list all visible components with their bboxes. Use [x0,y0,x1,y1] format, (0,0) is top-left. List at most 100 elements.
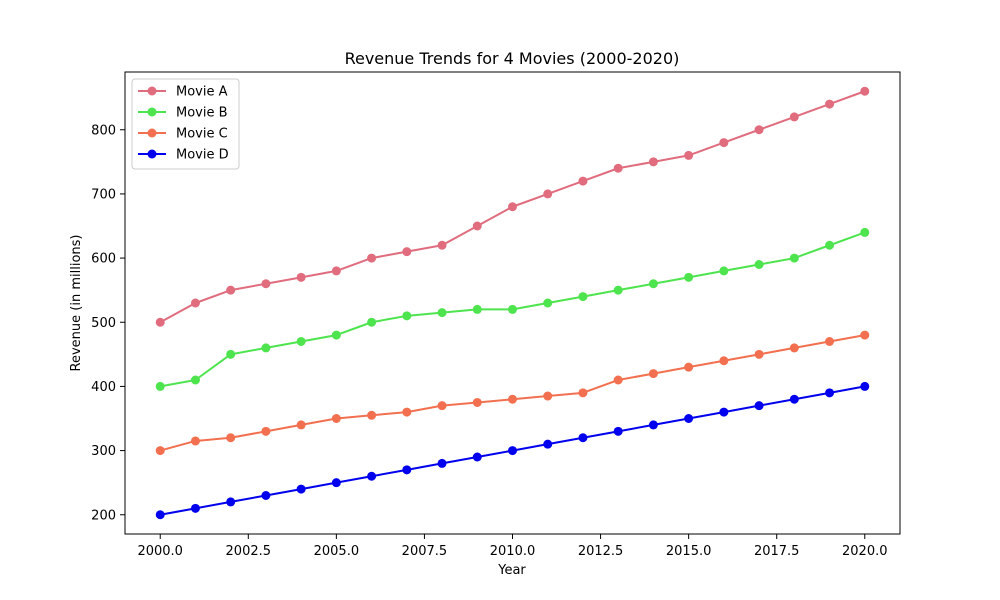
data-point [578,292,588,302]
data-point [331,266,341,276]
data-point [508,394,517,404]
data-point [578,433,588,443]
data-point [190,503,200,513]
y-tick-label: 200 [91,508,116,523]
data-point [719,138,729,148]
data-point [613,285,623,295]
data-point [437,240,447,250]
legend-label: Movie B [176,106,228,121]
data-point [190,436,200,446]
data-point [684,362,694,372]
data-point [472,221,482,231]
data-point [226,285,236,295]
data-point [648,157,658,167]
y-axis-label: Revenue (in millions) [69,235,84,372]
y-tick-label: 400 [91,380,116,395]
data-point [226,497,236,507]
data-point [508,446,517,456]
data-point [190,298,200,308]
data-point [825,337,835,346]
x-tick-label: 2002.5 [226,544,272,559]
legend-marker [147,149,157,159]
data-point [825,99,835,109]
x-tick-label: 2010.0 [490,544,536,559]
data-point [684,150,694,160]
data-point [825,240,835,250]
data-point [578,176,588,186]
data-point [367,471,377,481]
data-point [402,465,412,475]
data-point [754,260,764,269]
data-point [543,298,553,308]
data-point [437,308,447,318]
data-point [860,86,870,96]
data-point [261,491,271,500]
data-point [367,253,377,263]
legend-frame [131,78,240,170]
legend-label: Movie A [176,85,228,100]
data-point [543,439,553,449]
data-point [860,330,870,340]
data-point [860,227,870,237]
data-point [155,446,165,456]
data-point [789,394,799,404]
plot-frame [124,71,901,535]
legend: Movie A Movie B Movie C Movie D [131,78,240,170]
data-point [331,330,341,340]
data-point [402,407,412,417]
data-point [684,272,694,282]
data-point [543,391,553,401]
data-point [155,317,165,327]
data-point [296,420,306,430]
data-point [190,375,200,385]
x-tick-label: 2005.0 [314,544,360,559]
data-point [613,163,623,173]
data-point [367,410,377,420]
data-point [367,317,377,327]
y-tick-label: 700 [91,187,116,202]
data-point [508,202,517,212]
data-point [543,189,553,199]
data-point [719,356,729,366]
data-point [331,478,341,488]
data-point [648,279,658,289]
data-point [719,266,729,276]
data-point [754,401,764,411]
data-point [261,343,271,353]
y-tick-label: 600 [91,252,116,267]
data-point [296,337,306,346]
data-point [437,458,447,468]
data-point [296,484,306,494]
data-point [860,381,870,391]
data-point [226,433,236,443]
data-point [472,452,482,462]
x-tick-label: 2012.5 [578,544,624,559]
data-point [402,311,412,321]
data-point [472,397,482,407]
data-point [789,112,799,122]
data-point [155,510,165,520]
data-point [684,414,694,423]
chart-title: Revenue Trends for 4 Movies (2000-2020) [345,49,680,68]
legend-label: Movie D [176,148,229,163]
data-point [754,349,764,359]
data-point [825,388,835,398]
data-point [261,279,271,289]
x-tick-label: 2015.0 [666,544,712,559]
y-tick-label: 300 [91,444,116,459]
data-point [719,407,729,417]
data-point [789,343,799,353]
legend-marker [147,128,157,138]
x-tick-label: 2007.5 [402,544,448,559]
data-point [508,304,517,314]
data-point [402,247,412,257]
x-tick-label: 2000.0 [137,544,183,559]
legend-marker [147,86,157,96]
data-point [261,426,271,436]
y-tick-label: 500 [91,316,116,331]
data-point [789,253,799,263]
data-point [437,401,447,411]
x-axis-label: Year [497,563,526,578]
data-point [648,420,658,430]
